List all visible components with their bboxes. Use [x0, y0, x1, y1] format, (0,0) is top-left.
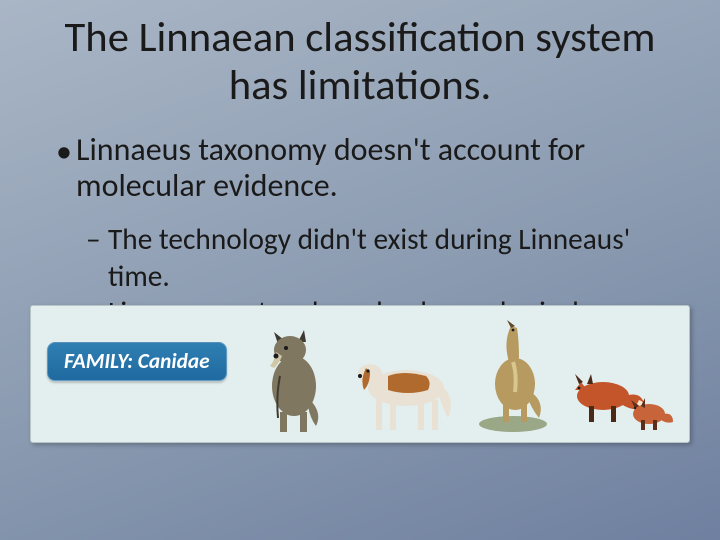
animal-row — [256, 314, 675, 434]
bullet-level2-item: The technology didn't exist during Linne… — [86, 221, 674, 294]
family-label: FAMILY: Canidae — [47, 342, 227, 381]
slide-title: The Linnaean classification system has l… — [40, 14, 680, 110]
red-fox-pair-icon — [565, 354, 675, 434]
family-label-prefix: FAMILY: — [64, 348, 133, 374]
family-label-value: Canidae — [138, 348, 210, 374]
hound-dog-icon — [348, 346, 458, 434]
family-figure: FAMILY: Canidae — [30, 305, 690, 443]
slide: The Linnaean classification system has l… — [0, 0, 720, 540]
bullet-level1: Linnaeus taxonomy doesn't account for mo… — [56, 132, 674, 206]
howling-wolf-icon — [473, 318, 551, 434]
gray-wolf-icon — [256, 326, 334, 434]
